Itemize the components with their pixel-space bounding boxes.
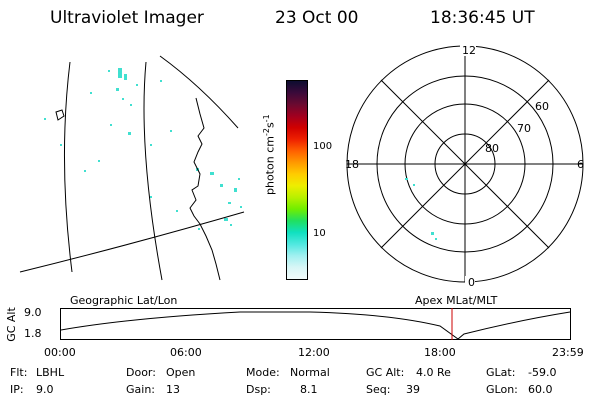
flt-label: Flt: (10, 366, 28, 379)
timeline-plot (60, 308, 571, 340)
ip-label: IP: (10, 383, 24, 396)
dsp-value: 8.1 (300, 383, 318, 396)
timeline-ytick-high: 9.0 (24, 306, 42, 319)
mlt-label-6: 6 (577, 158, 584, 171)
polar-plot: 12 18 6 0 60 70 80 (345, 44, 584, 289)
mlt-label-0: 0 (468, 276, 475, 289)
lat-label-60: 60 (535, 100, 549, 113)
ip-value: 9.0 (36, 383, 54, 396)
date-label: 23 Oct 00 (275, 8, 359, 28)
glon-label: GLon: (486, 383, 518, 396)
timeline-xtick-1800: 18:00 (424, 346, 456, 359)
polar-panel-title: Apex MLat/MLT (415, 294, 498, 307)
timeline-y-label: GC Alt (4, 307, 18, 342)
door-label: Door: (126, 366, 156, 379)
mlt-label-18: 18 (345, 158, 359, 171)
glat-label: GLat: (486, 366, 516, 379)
timeline-xtick-0600: 06:00 (170, 346, 202, 359)
lat-lon-grid (19, 55, 245, 281)
door-value: Open (166, 366, 196, 379)
mode-label: Mode: (246, 366, 280, 379)
geo-panel-title: Geographic Lat/Lon (70, 294, 178, 307)
flt-value: LBHL (36, 366, 65, 379)
gcalt-label: GC Alt: (366, 366, 405, 379)
mlt-label-12: 12 (462, 44, 476, 57)
geographic-image (19, 55, 245, 281)
timeline-xtick-2359: 23:59 (552, 346, 584, 359)
polar-diagonal-b (380, 79, 550, 249)
glon-value: 60.0 (528, 383, 553, 396)
seq-value: 39 (406, 383, 420, 396)
glat-value: -59.0 (528, 366, 557, 379)
timeline-frame (60, 308, 571, 340)
gain-label: Gain: (126, 383, 155, 396)
altitude-curve (60, 311, 571, 340)
mode-value: Normal (290, 366, 330, 379)
polar-emission-dots (405, 178, 437, 240)
coastline (189, 97, 221, 281)
gain-value: 13 (166, 383, 180, 396)
lat-label-70: 70 (517, 122, 531, 135)
time-label: 18:36:45 UT (430, 8, 535, 28)
colorbar-unit-label: photon cm-2s-1 (262, 114, 277, 195)
gcalt-value: 4.0 Re (416, 366, 451, 379)
dsp-label: Dsp: (246, 383, 271, 396)
lat-label-80: 80 (485, 142, 499, 155)
colorbar-tick-10: 10 (313, 228, 326, 239)
timeline-xtick-1200: 12:00 (298, 346, 330, 359)
seq-label: Seq: (366, 383, 391, 396)
timeline-ytick-low: 1.8 (24, 327, 42, 340)
aurora-emission-dots (44, 68, 242, 230)
timeline-xtick-0000: 00:00 (44, 346, 76, 359)
island-outline (55, 109, 65, 121)
instrument-title: Ultraviolet Imager (50, 8, 204, 28)
colorbar (286, 80, 308, 280)
colorbar-tick-100: 100 (313, 141, 333, 152)
